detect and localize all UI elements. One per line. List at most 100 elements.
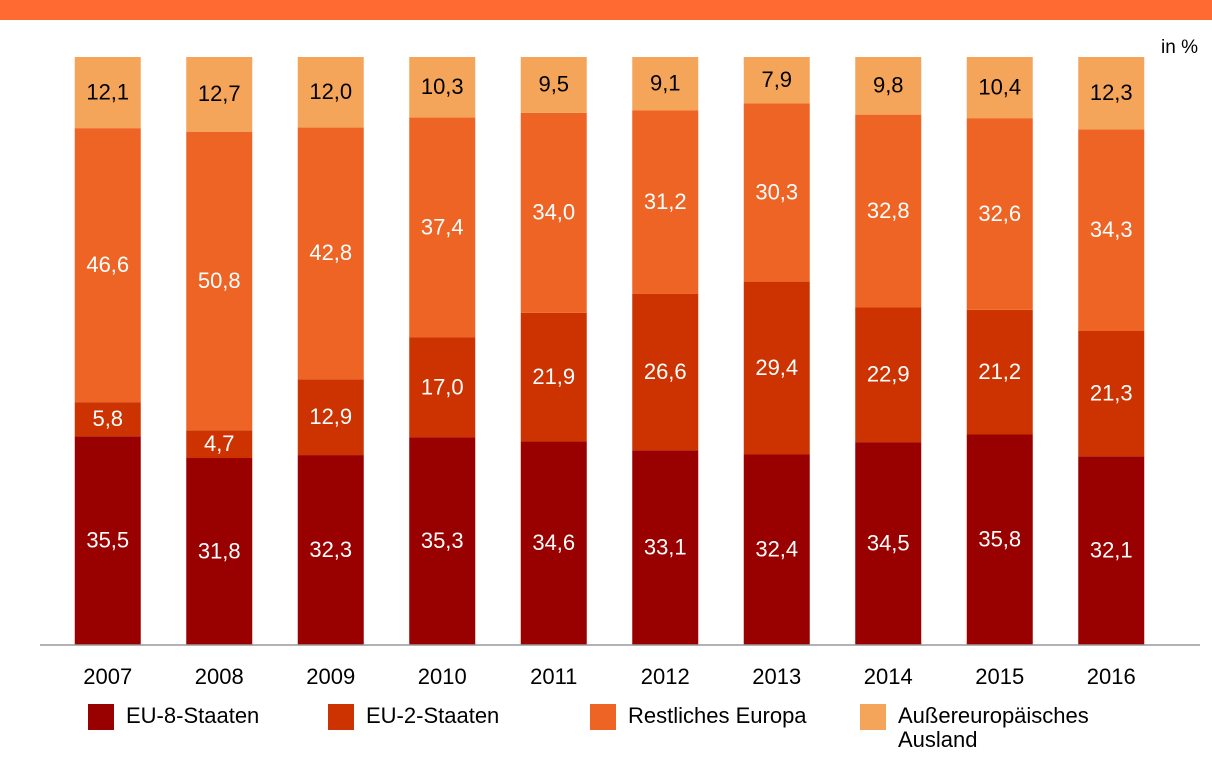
- bar-segment: [632, 293, 699, 451]
- x-tick-label: 2015: [975, 664, 1024, 689]
- legend-label: Außereuropäisches Ausland: [898, 703, 1089, 752]
- bar-segment: [297, 379, 364, 456]
- bar-segment: [409, 117, 476, 338]
- bar-segment: [74, 128, 141, 403]
- data-label: 35,5: [86, 527, 129, 552]
- x-tick-label: 2016: [1087, 664, 1136, 689]
- data-label: 31,8: [198, 538, 241, 563]
- data-label: 21,2: [978, 359, 1021, 384]
- x-tick-label: 2014: [864, 664, 913, 689]
- bar-segment: [520, 112, 587, 313]
- bar-segment: [409, 57, 476, 118]
- legend-item: Restliches Europa: [590, 704, 807, 730]
- data-label: 34,0: [532, 200, 575, 225]
- legend-swatch: [88, 704, 114, 730]
- data-label: 9,5: [538, 72, 569, 97]
- bar-segment: [297, 127, 364, 380]
- x-tick-label: 2009: [306, 664, 355, 689]
- bar-segment: [409, 437, 476, 645]
- data-label: 30,3: [755, 179, 798, 204]
- bar-segment: [297, 455, 364, 645]
- legend-swatch: [860, 704, 886, 730]
- data-label: 12,9: [309, 404, 352, 429]
- bar-segment: [743, 281, 810, 455]
- bar-segment: [855, 57, 922, 115]
- data-label: 42,8: [309, 240, 352, 265]
- x-tick-label: 2008: [195, 664, 244, 689]
- bar-segment: [855, 442, 922, 645]
- data-label: 9,1: [650, 71, 681, 96]
- x-tick-label: 2007: [83, 664, 132, 689]
- bar-segment: [1078, 129, 1145, 332]
- bar-segment: [632, 450, 699, 645]
- bar-segment: [743, 454, 810, 645]
- data-label: 12,1: [86, 79, 129, 104]
- bar-segment: [966, 434, 1033, 645]
- data-label: 32,6: [978, 201, 1021, 226]
- bar-segment: [743, 57, 810, 104]
- legend-swatch: [590, 704, 616, 730]
- bar-segment: [186, 458, 253, 645]
- data-label: 12,0: [309, 79, 352, 104]
- bar-segment: [855, 307, 922, 443]
- x-tick-label: 2010: [418, 664, 467, 689]
- legend-item: EU-2-Staaten: [328, 704, 499, 730]
- top-strip: [0, 0, 1212, 20]
- data-label: 33,1: [644, 534, 687, 559]
- data-label: 34,3: [1090, 217, 1133, 242]
- data-label: 32,4: [755, 537, 798, 562]
- bar-segment: [966, 118, 1033, 310]
- legend-item: Außereuropäisches Ausland: [860, 704, 1150, 752]
- data-label: 26,6: [644, 359, 687, 384]
- data-label: 50,8: [198, 268, 241, 293]
- data-label: 35,8: [978, 527, 1021, 552]
- legend-label: EU-8-Staaten: [126, 703, 260, 728]
- legend-label: EU-2-Staaten: [366, 703, 500, 728]
- bar-segment: [855, 114, 922, 308]
- data-label: 12,3: [1090, 80, 1133, 105]
- x-tick-label: 2013: [752, 664, 801, 689]
- data-label: 34,6: [532, 530, 575, 555]
- bar-segment: [186, 131, 253, 431]
- bar-segment: [74, 402, 141, 437]
- data-label: 32,8: [867, 198, 910, 223]
- bar-segment: [1078, 57, 1145, 130]
- bar-segment: [74, 57, 141, 129]
- bar-segment: [966, 57, 1033, 119]
- data-label: 32,1: [1090, 537, 1133, 562]
- data-label: 7,9: [761, 67, 792, 92]
- data-label: 12,7: [198, 81, 241, 106]
- bar-segment: [186, 430, 253, 459]
- x-tick-label: 2012: [641, 664, 690, 689]
- bar-segment: [632, 57, 699, 111]
- unit-label: in %: [1161, 37, 1198, 58]
- data-label: 21,9: [532, 364, 575, 389]
- bar-segment: [74, 436, 141, 645]
- data-label: 35,3: [421, 528, 464, 553]
- data-label: 9,8: [873, 73, 904, 98]
- bar-segment: [966, 309, 1033, 435]
- legend-label: Restliches Europa: [628, 703, 807, 728]
- data-label: 29,4: [755, 355, 798, 380]
- data-label: 5,8: [92, 406, 123, 431]
- bar-segment: [1078, 331, 1145, 457]
- legend-item: EU-8-Staaten: [88, 704, 259, 730]
- bar-segment: [520, 57, 587, 113]
- bar-segment: [632, 110, 699, 294]
- x-tick-label: 2011: [530, 664, 577, 689]
- data-label: 17,0: [421, 374, 464, 399]
- data-label: 37,4: [421, 214, 464, 239]
- bar-segment: [1078, 456, 1145, 645]
- bar-segment: [186, 57, 253, 132]
- data-label: 21,3: [1090, 380, 1133, 405]
- legend-swatch: [328, 704, 354, 730]
- bar-segment: [409, 337, 476, 438]
- data-label: 31,2: [644, 189, 687, 214]
- data-label: 46,6: [86, 252, 129, 277]
- data-label: 10,3: [421, 74, 464, 99]
- bar-segment: [743, 103, 810, 282]
- data-label: 4,7: [204, 431, 235, 456]
- data-label: 34,5: [867, 530, 910, 555]
